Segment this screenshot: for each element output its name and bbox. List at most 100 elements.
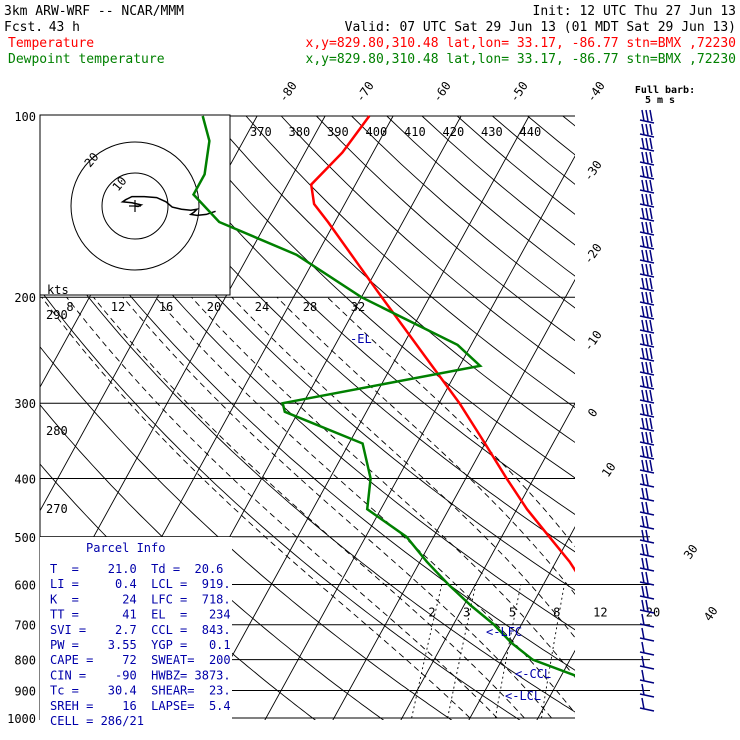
pressure-label-300: 300 bbox=[14, 397, 36, 411]
dry-adiabat bbox=[492, 115, 575, 185]
theta-label-380: 380 bbox=[289, 125, 311, 139]
wind-barb bbox=[639, 445, 655, 460]
kts-title: kts bbox=[47, 283, 69, 297]
hodograph-ring-outer bbox=[70, 141, 200, 271]
theta-label-290: 290 bbox=[46, 308, 68, 322]
wind-barb bbox=[639, 627, 655, 642]
hodograph-trace bbox=[120, 195, 216, 217]
wind-barb bbox=[639, 291, 655, 306]
pressure-label-800: 800 bbox=[14, 654, 36, 668]
theta-label-370: 370 bbox=[250, 125, 272, 139]
isotherm-line bbox=[667, 116, 740, 731]
wind-header-line2: 5 m s bbox=[645, 95, 675, 106]
wind-barb bbox=[639, 179, 655, 194]
dry-adiabat bbox=[245, 115, 575, 409]
parcel-row: PW = 3.55 YGP = 0.1 bbox=[50, 638, 231, 652]
kts-tick-8: 8 bbox=[66, 300, 73, 314]
parcel-row: CELL = 286/21 bbox=[50, 714, 144, 728]
wind-barb bbox=[639, 431, 655, 446]
moist-adiabat bbox=[191, 296, 575, 678]
dry-adiabat bbox=[104, 115, 575, 553]
wind-barb bbox=[639, 697, 655, 712]
fcst-value: 43 h bbox=[49, 20, 80, 35]
wind-barb bbox=[639, 655, 655, 670]
wind-barb bbox=[639, 571, 655, 586]
wind-barb bbox=[639, 459, 655, 474]
theta-label-420: 420 bbox=[443, 125, 465, 139]
pressure-label-1000: 1000 bbox=[7, 712, 36, 726]
mixing-ratio-label-3: 3 bbox=[463, 606, 470, 620]
dry-adiabat bbox=[40, 232, 575, 713]
isotherm-line bbox=[400, 402, 575, 720]
isotherm-label-right: 40 bbox=[701, 604, 721, 624]
wind-barb bbox=[639, 137, 655, 152]
isotherm-label-right: -10 bbox=[581, 328, 605, 354]
dry-adiabats bbox=[40, 115, 575, 720]
wind-barb bbox=[639, 319, 655, 334]
wind-barb bbox=[639, 487, 655, 502]
wind-barbs bbox=[639, 109, 655, 712]
pressure-label-500: 500 bbox=[14, 531, 36, 545]
hodograph-ring-inner bbox=[101, 172, 169, 240]
wind-barb bbox=[639, 515, 655, 530]
theta-label-280: 280 bbox=[46, 424, 68, 438]
moist-adiabat bbox=[66, 296, 498, 719]
wind-barb bbox=[639, 417, 655, 432]
wind-barb bbox=[639, 585, 655, 600]
mixing-ratio-label-5: 5 bbox=[509, 606, 516, 620]
lfc-label: <-LFC bbox=[486, 625, 522, 639]
dry-adiabat bbox=[140, 115, 575, 515]
theta-label-270: 270 bbox=[46, 502, 68, 516]
pressure-label-400: 400 bbox=[14, 472, 36, 486]
model-title: 3km ARW-WRF -- NCAR/MMM bbox=[4, 4, 184, 19]
fcst-label: Fcst. bbox=[4, 20, 43, 35]
mixing-ratio-label-2: 2 bbox=[428, 606, 435, 620]
wind-barb bbox=[639, 123, 655, 138]
kts-tick-20: 20 bbox=[207, 300, 221, 314]
wind-barb bbox=[639, 613, 655, 628]
pressure-label-700: 700 bbox=[14, 619, 36, 633]
parcel-row: TT = 41 EL = 234 bbox=[50, 608, 231, 622]
moist-adiabat bbox=[276, 296, 575, 595]
legend-dewpoint-info: x,y=829.80,310.48 lat,lon= 33.17, -86.77… bbox=[306, 52, 736, 67]
wind-barb bbox=[639, 333, 655, 348]
kts-tick-28: 28 bbox=[303, 300, 317, 314]
wind-barb bbox=[639, 235, 655, 250]
mixing-ratio-label-8: 8 bbox=[553, 606, 560, 620]
mixing-ratio-line bbox=[447, 584, 477, 719]
isotherm-label-right: -30 bbox=[581, 158, 605, 184]
wind-barb bbox=[639, 375, 655, 390]
moist-adiabat bbox=[327, 296, 575, 548]
wind-barb bbox=[639, 599, 655, 614]
isotherm-line bbox=[599, 116, 740, 731]
theta-label-440: 440 bbox=[520, 125, 542, 139]
parcel-row: CIN = -90 HWBZ= 3873. bbox=[50, 668, 231, 682]
dry-adiabat bbox=[40, 177, 575, 671]
isotherm-label-top: -70 bbox=[353, 79, 377, 105]
legend-dewpoint-name: Dewpoint temperature bbox=[8, 52, 165, 67]
pressure-label-900: 900 bbox=[14, 684, 36, 698]
valid-time: Valid: 07 UTC Sat 29 Jun 13 (01 MDT Sat … bbox=[345, 20, 736, 35]
parcel-row: T = 21.0 Td = 20.6 bbox=[50, 562, 223, 576]
parcel-info-box: Parcel Info T = 21.0 Td = 20.6LI = 0.4 L… bbox=[40, 537, 232, 728]
wind-barb bbox=[639, 347, 655, 362]
hodograph: 10 20 bbox=[39, 114, 231, 296]
theta-label-390: 390 bbox=[327, 125, 349, 139]
parcel-row: CAPE = 72 SWEAT= 200 bbox=[50, 653, 231, 667]
isotherm-label-right: 10 bbox=[599, 460, 619, 480]
dry-adiabat bbox=[527, 115, 575, 156]
el-label: -EL bbox=[350, 332, 372, 346]
parcel-row: SVI = 2.7 CCL = 843. bbox=[50, 623, 231, 637]
isotherm-line bbox=[536, 649, 575, 720]
wind-barb bbox=[639, 403, 655, 418]
temperature-line bbox=[309, 115, 575, 573]
isotherm-label-top: -40 bbox=[584, 79, 608, 105]
legend-temperature-info: x,y=829.80,310.48 lat,lon= 33.17, -86.77… bbox=[306, 36, 736, 51]
wind-barb bbox=[639, 361, 655, 376]
isotherm-label-right: 30 bbox=[681, 542, 701, 562]
isotherm-label-top: -60 bbox=[430, 79, 454, 105]
wind-barb bbox=[639, 389, 655, 404]
wind-barb bbox=[639, 473, 655, 488]
isotherm-label-right: -20 bbox=[581, 241, 605, 267]
dry-adiabat bbox=[40, 123, 575, 631]
